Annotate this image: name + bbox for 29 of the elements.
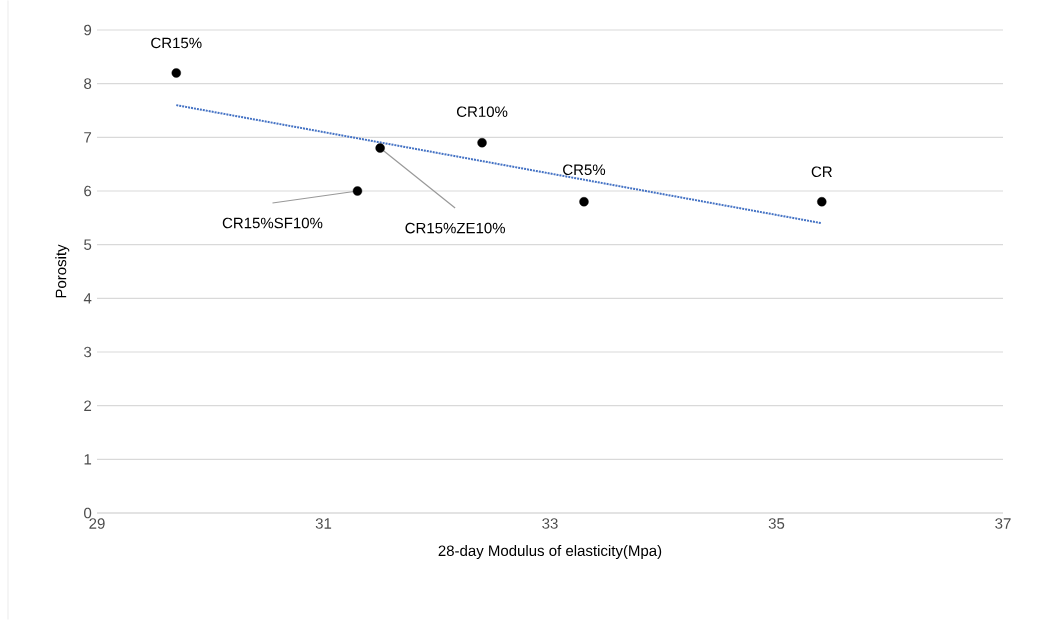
x-tick-label: 31	[315, 518, 332, 529]
annotation: CR10%	[456, 106, 508, 118]
point	[579, 197, 589, 207]
annotation: CR5%	[563, 164, 606, 176]
y-tick-label: 7	[84, 132, 92, 143]
point	[375, 143, 385, 153]
y-tick-label: 5	[84, 239, 92, 250]
y-tick-label: 3	[84, 346, 92, 358]
y-tick-label: 4	[83, 293, 92, 304]
x-tick-label: 29	[89, 518, 105, 529]
y-axis-title: Porosity	[55, 244, 70, 298]
y-tick-label: 9	[84, 24, 92, 36]
annotation: CR15%	[151, 37, 202, 49]
y-tick-label: 1	[84, 454, 92, 465]
y-tick-label: 8	[84, 78, 92, 89]
point	[817, 197, 827, 207]
annotation: CR	[811, 166, 832, 178]
y-tick-label: 6	[84, 185, 92, 197]
x-axis-title: 28-day Modulus of elasticity(Mpa)	[438, 545, 662, 559]
x-tick-label: 35	[768, 518, 785, 529]
y-tick-label: 0	[84, 507, 92, 519]
x-tick-label: 37	[995, 518, 1011, 529]
point	[171, 68, 181, 78]
y-tick-label: 2	[84, 400, 92, 411]
point	[352, 186, 363, 196]
annotation: CR15%ZE10%	[405, 222, 506, 234]
x-tick-label: 33	[542, 518, 558, 529]
annotation: CR15%SF10%	[222, 217, 323, 229]
point	[477, 138, 487, 148]
